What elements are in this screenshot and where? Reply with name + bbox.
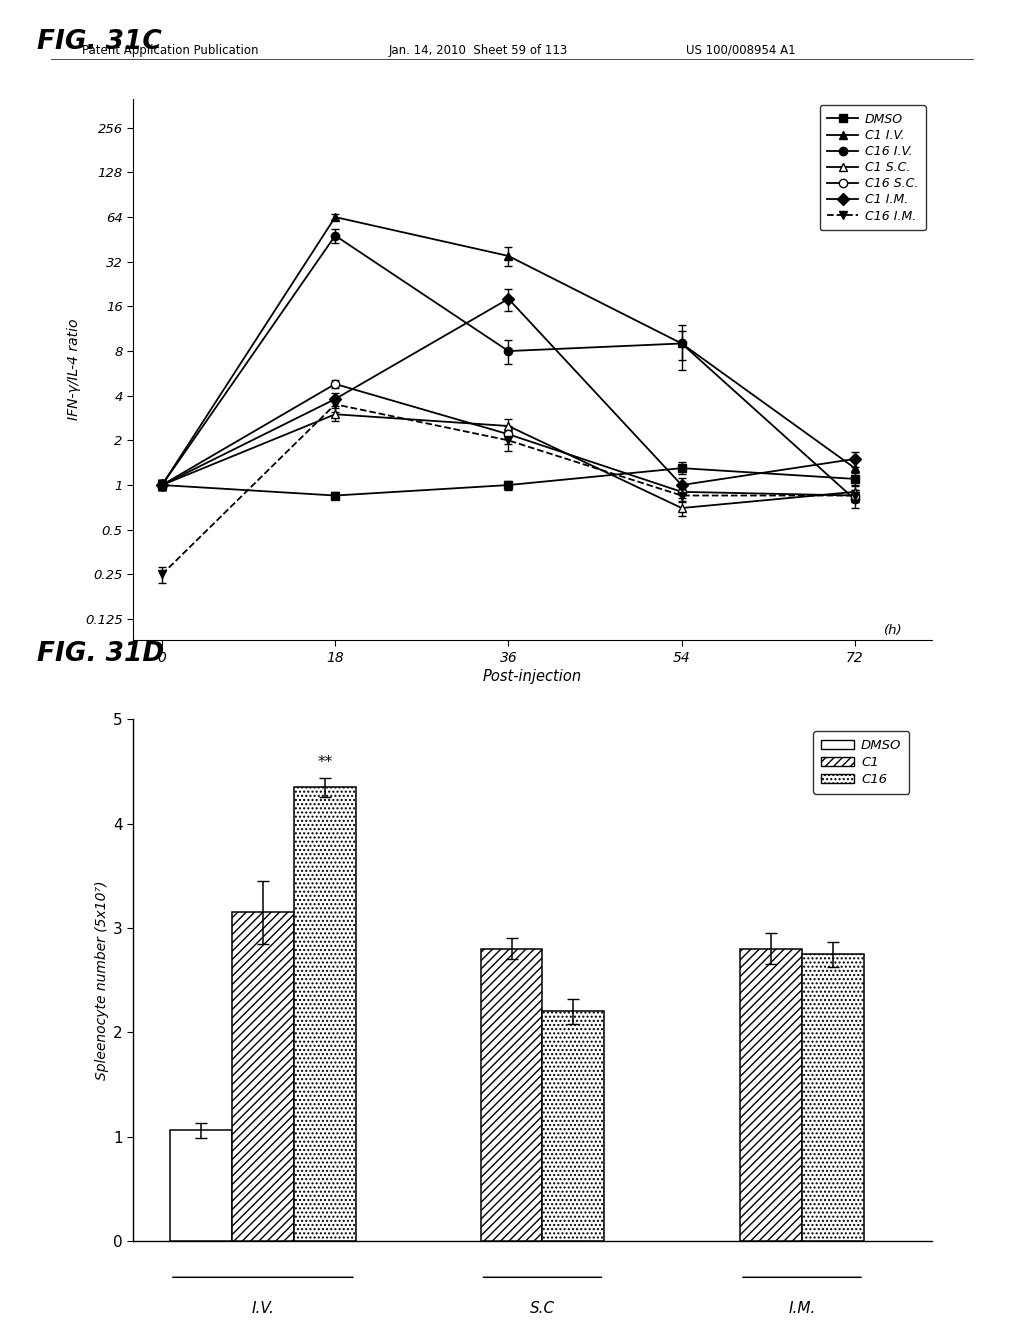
Bar [543, 1011, 604, 1241]
Text: (h): (h) [884, 624, 902, 638]
Text: I.V.: I.V. [252, 1302, 274, 1316]
Legend: DMSO, C1, C16: DMSO, C1, C16 [813, 731, 909, 793]
Y-axis label: IFN-γ/IL-4 ratio: IFN-γ/IL-4 ratio [67, 319, 81, 420]
Text: Patent Application Publication: Patent Application Publication [82, 44, 258, 57]
Text: FIG. 31D: FIG. 31D [37, 642, 165, 667]
Bar [802, 954, 864, 1241]
X-axis label: Post-injection: Post-injection [483, 669, 582, 684]
Bar [480, 949, 543, 1241]
Text: US 100/008954 A1: US 100/008954 A1 [686, 44, 796, 57]
Text: Jan. 14, 2010  Sheet 59 of 113: Jan. 14, 2010 Sheet 59 of 113 [389, 44, 568, 57]
Text: **: ** [317, 755, 333, 771]
Legend: DMSO, C1 I.V., C16 I.V., C1 S.C., C16 S.C., C1 I.M., C16 I.M.: DMSO, C1 I.V., C16 I.V., C1 S.C., C16 S.… [820, 106, 926, 230]
Text: I.M.: I.M. [788, 1302, 816, 1316]
Y-axis label: Spleenocyte number (5x10⁷): Spleenocyte number (5x10⁷) [95, 880, 109, 1080]
Text: S.C: S.C [529, 1302, 555, 1316]
Bar [740, 949, 802, 1241]
Bar [294, 787, 355, 1241]
Bar [170, 1130, 232, 1241]
Text: FIG. 31C: FIG. 31C [37, 29, 162, 54]
Bar [232, 912, 294, 1241]
